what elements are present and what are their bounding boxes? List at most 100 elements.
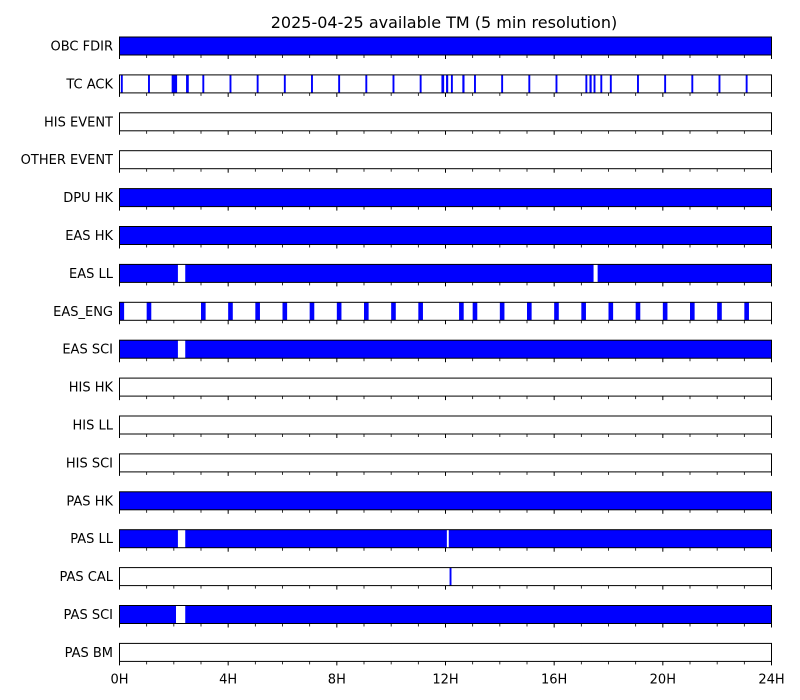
availability-bar [609, 74, 612, 93]
availability-bar [119, 529, 178, 548]
row-label: EAS LL [69, 267, 114, 282]
row-label: OBC FDIR [51, 40, 114, 55]
availability-bar [664, 74, 667, 93]
timeline-row: EAS_ENG [53, 301, 772, 325]
row-label: EAS SCI [62, 343, 113, 358]
row-frame [119, 453, 772, 473]
row-label: PAS SCI [64, 608, 113, 623]
availability-bar [119, 491, 772, 510]
availability-bar [499, 302, 505, 321]
timeline-row: HIS LL [73, 415, 772, 438]
availability-bar [185, 264, 594, 283]
row-label: HIS LL [73, 419, 114, 434]
availability-bar [608, 302, 614, 321]
availability-bar [392, 74, 395, 93]
row-frame [119, 74, 772, 94]
availability-bar [637, 74, 639, 93]
availability-bar [589, 74, 592, 93]
availability-bar [593, 74, 596, 93]
availability-bar [745, 74, 748, 93]
timeline-row: HIS HK [69, 377, 772, 401]
chart-title: 2025-04-25 available TM (5 min resolutio… [271, 13, 617, 32]
availability-bar [446, 74, 449, 93]
availability-bar [581, 302, 586, 321]
timeline-row: DPU HK [63, 188, 772, 211]
timeline-row: PAS HK [66, 491, 772, 514]
availability-bar [255, 302, 260, 321]
availability-bar [185, 340, 772, 359]
row-label: HIS SCI [66, 456, 113, 471]
availability-bar [256, 74, 259, 93]
availability-bar [662, 302, 668, 321]
availability-bar [501, 74, 504, 93]
row-label: HIS EVENT [44, 115, 113, 130]
availability-bar [462, 74, 465, 93]
timeline-row: OTHER EVENT [21, 150, 772, 173]
availability-bar [527, 302, 532, 321]
availability-bar [474, 74, 476, 93]
row-frame [119, 377, 772, 397]
timeline-row: PAS CAL [60, 567, 772, 590]
availability-bar [119, 605, 177, 624]
row-label: DPU HK [63, 191, 113, 206]
availability-bar [185, 605, 772, 624]
availability-bar [391, 302, 396, 321]
availability-bar [283, 74, 286, 93]
availability-bar [459, 302, 464, 321]
availability-bar [119, 340, 178, 359]
availability-bar [585, 74, 588, 93]
row-label: HIS HK [69, 381, 114, 396]
availability-bar [119, 302, 125, 321]
availability-bar [690, 302, 695, 321]
availability-bar [717, 302, 722, 321]
row-frame [119, 567, 772, 587]
row-label: PAS LL [70, 532, 114, 547]
availability-bar [119, 264, 178, 283]
timeline-row: EAS SCI [62, 339, 772, 363]
availability-bar [600, 74, 603, 93]
availability-bar [202, 74, 205, 93]
row-label: PAS BM [65, 646, 113, 661]
availability-bar [450, 74, 453, 93]
availability-bar [171, 74, 178, 93]
availability-bar [336, 302, 342, 321]
availability-bar [691, 74, 694, 93]
availability-bar [419, 74, 422, 93]
x-tick-label: 20H [650, 672, 676, 687]
availability-bar [282, 302, 288, 321]
timeline-row: PAS SCI [64, 605, 772, 628]
availability-bar [146, 302, 152, 321]
availability-bar [311, 74, 313, 93]
availability-bar [635, 302, 641, 321]
x-tick-label: 16H [541, 672, 567, 687]
timeline-row: EAS LL [69, 263, 772, 287]
row-label: EAS_ENG [53, 305, 113, 320]
availability-bar [338, 74, 341, 93]
availability-bar [309, 302, 315, 321]
row-frame [119, 301, 772, 321]
availability-bar [228, 302, 233, 321]
availability-bar [448, 529, 772, 548]
availability-bar [597, 264, 772, 283]
availability-bar [185, 529, 447, 548]
availability-bar [365, 74, 368, 93]
row-frame [119, 112, 772, 132]
x-tick-label: 12H [432, 672, 458, 687]
availability-bar [119, 37, 772, 55]
availability-bar [119, 226, 772, 245]
timeline-row: PAS LL [70, 529, 772, 552]
row-label: PAS CAL [60, 570, 114, 585]
availability-bar [120, 74, 123, 93]
availability-bar [119, 188, 772, 207]
availability-bar [554, 302, 559, 321]
availability-bar [528, 74, 531, 93]
row-label: PAS HK [66, 494, 113, 509]
availability-bar [229, 74, 232, 93]
row-frame [119, 642, 772, 662]
timeline-row: HIS EVENT [44, 112, 772, 135]
timeline-row: EAS HK [65, 226, 772, 249]
availability-bar [186, 74, 189, 93]
row-frame [119, 415, 772, 435]
row-label: EAS HK [65, 229, 113, 244]
